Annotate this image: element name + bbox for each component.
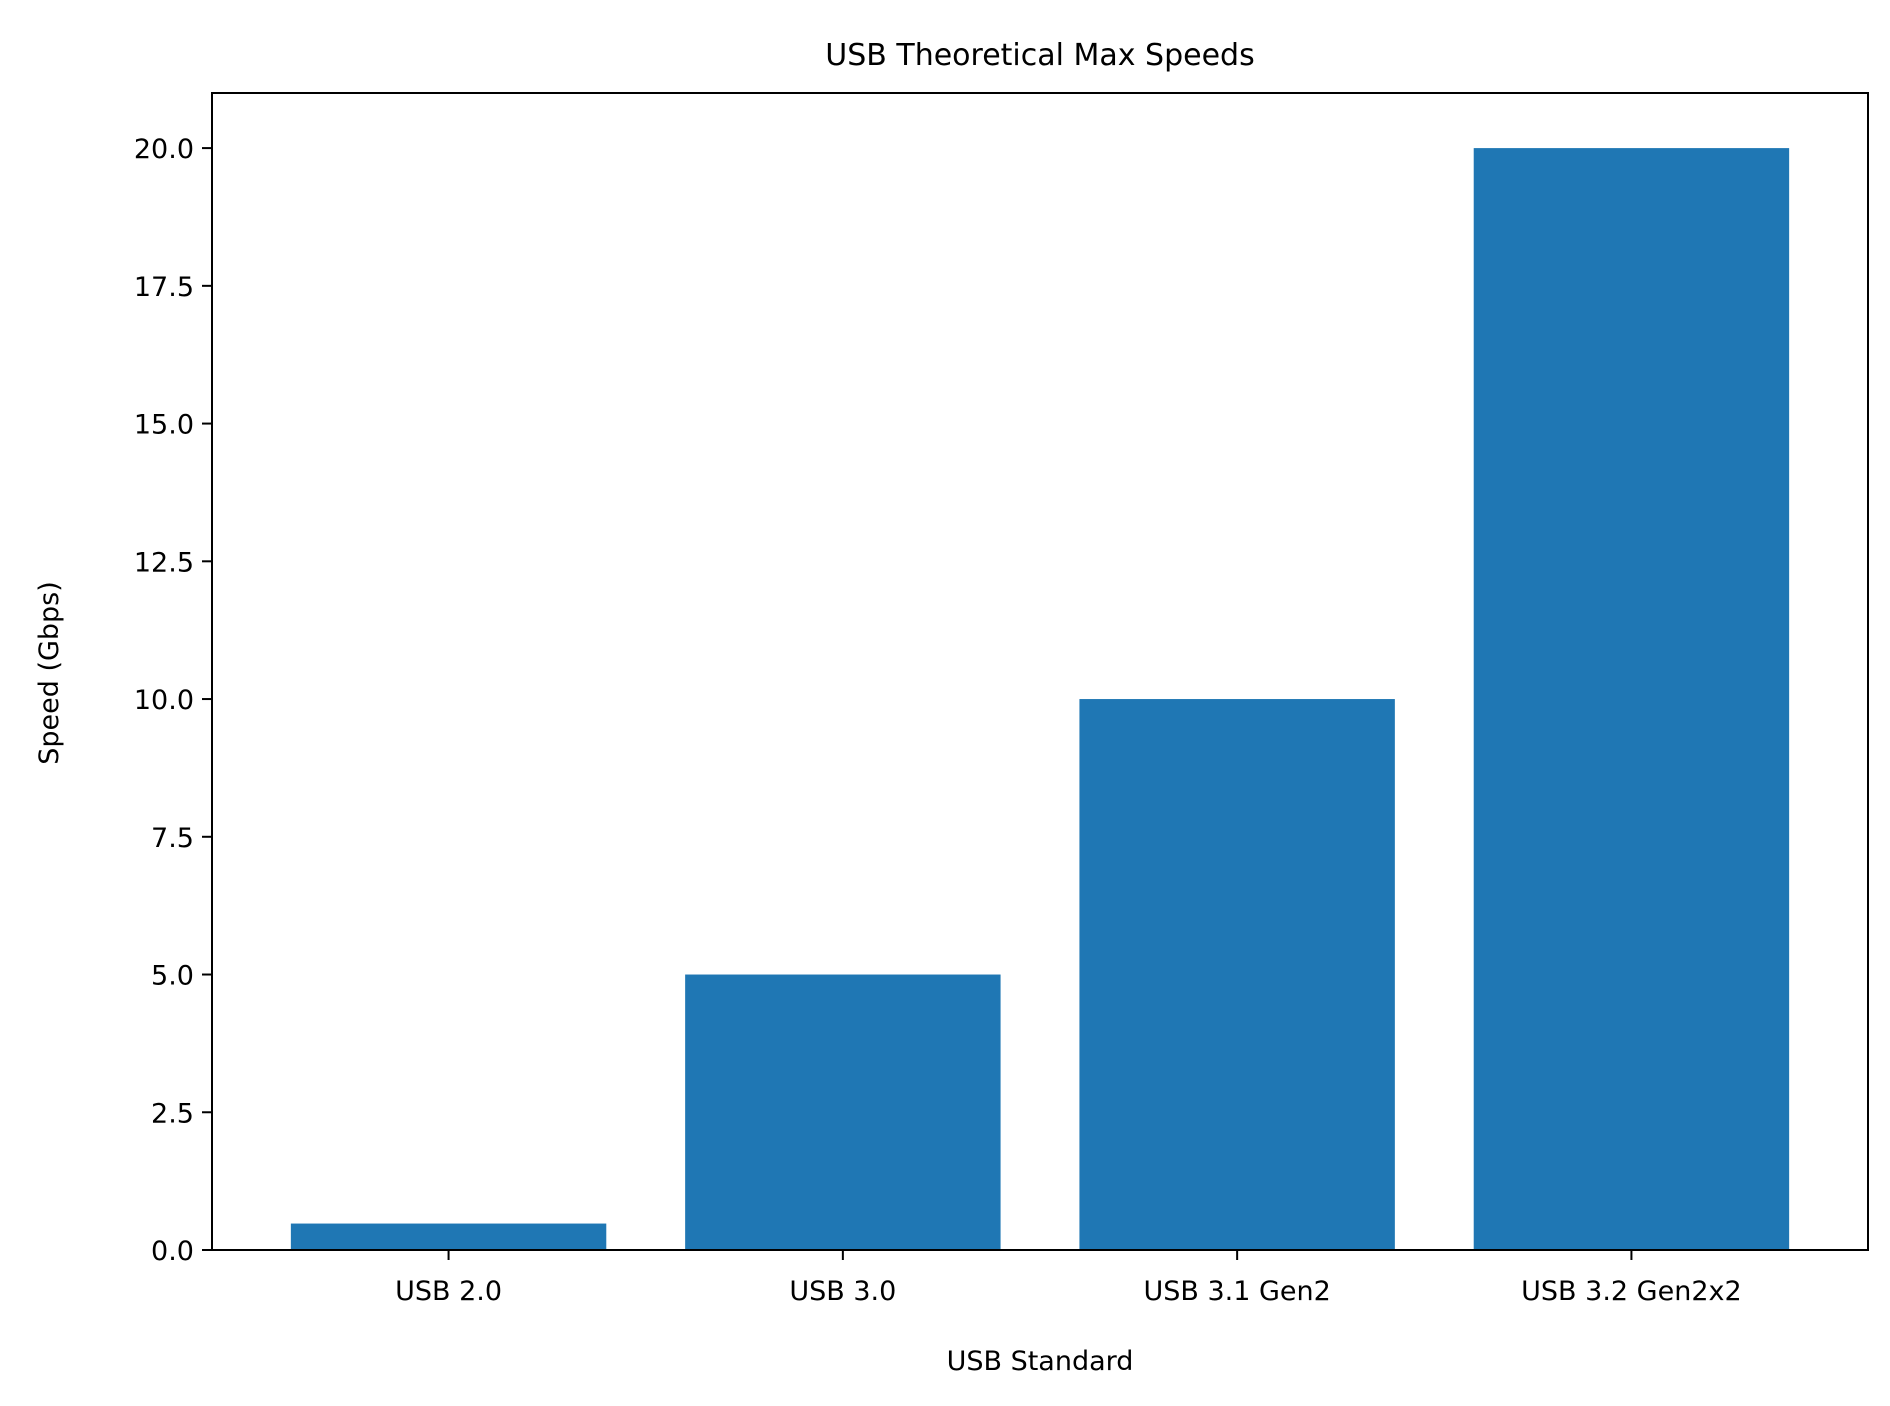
bar-4	[1473, 148, 1790, 1251]
bar-3	[1079, 699, 1395, 1250]
y-tick-label-7: 15.0	[134, 410, 194, 441]
chart-title: USB Theoretical Max Speeds	[825, 38, 1254, 73]
y-tick-label-4: 7.5	[151, 823, 194, 854]
bars-group	[290, 148, 1790, 1251]
x-tick-label-3: USB 3.1 Gen2	[1143, 1276, 1330, 1307]
y-tick-label-6: 12.5	[134, 547, 194, 578]
x-tick-label-1: USB 2.0	[395, 1276, 502, 1307]
x-tick-label-4: USB 3.2 Gen2x2	[1521, 1276, 1742, 1307]
bar-2	[685, 974, 1001, 1250]
y-tick-label-1: 0.0	[151, 1236, 194, 1267]
y-tick-label-8: 17.5	[134, 272, 194, 303]
x-tick-label-2: USB 3.0	[789, 1276, 896, 1307]
y-axis: 0.0 2.5 5.0 7.5 10.0 12.5 15.0 17.5 20.0	[134, 134, 212, 1267]
y-tick-label-9: 20.0	[134, 134, 194, 165]
y-axis-label: Speed (Gbps)	[34, 581, 65, 765]
y-tick-label-3: 5.0	[151, 961, 194, 992]
x-axis: USB 2.0 USB 3.0 USB 3.1 Gen2 USB 3.2 Gen2x2	[395, 1250, 1742, 1307]
y-tick-label-5: 10.0	[134, 685, 194, 716]
y-tick-label-2: 2.5	[151, 1098, 194, 1129]
plot-frame	[211, 92, 1869, 1251]
x-axis-label: USB Standard	[947, 1346, 1134, 1377]
bar-1	[290, 1223, 607, 1250]
